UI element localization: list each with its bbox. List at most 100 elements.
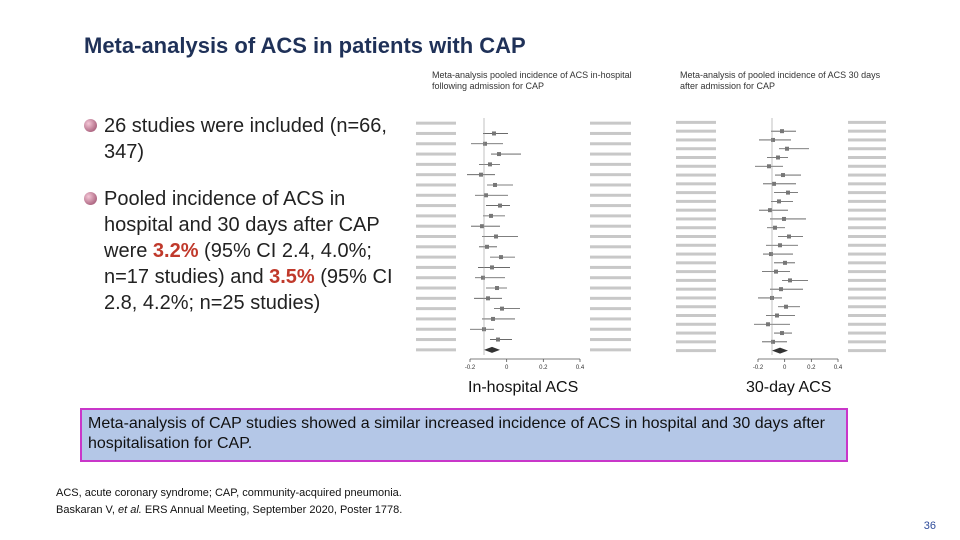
study-box	[488, 162, 492, 167]
study-box	[491, 316, 495, 321]
study-box	[784, 304, 788, 309]
row-text-placeholder	[416, 224, 456, 228]
study-box	[773, 225, 777, 230]
axis-tick-label: -0.2	[753, 365, 764, 371]
row-text-placeholder	[848, 349, 886, 353]
row-text-placeholder	[590, 235, 631, 238]
row-text-placeholder	[848, 120, 886, 124]
row-text-placeholder	[676, 296, 716, 300]
axis-tick-label: 0.4	[576, 365, 585, 371]
row-text-placeholder	[590, 131, 631, 135]
study-box	[485, 244, 489, 249]
axis-tick-label: -0.2	[465, 365, 476, 371]
study-box	[772, 181, 776, 186]
plot-label: In-hospital ACS	[468, 379, 579, 396]
plot-label: 30-day ACS	[746, 379, 832, 396]
bullet-text: 26 studies were included (n=66, 347)	[104, 115, 387, 163]
axis-tick-label: 0	[505, 365, 509, 371]
row-text-placeholder	[590, 121, 631, 125]
row-text-placeholder	[848, 305, 886, 309]
row-text-placeholder	[676, 305, 716, 309]
study-box	[788, 278, 792, 283]
row-text-placeholder	[590, 255, 631, 259]
study-box	[780, 331, 784, 336]
row-text-placeholder	[676, 235, 716, 238]
row-text-placeholder	[676, 164, 716, 168]
row-text-placeholder	[848, 173, 886, 177]
row-text-placeholder	[416, 235, 456, 238]
row-text-placeholder	[416, 121, 456, 125]
bullet: 26 studies were included (n=66, 347)	[84, 113, 394, 165]
row-text-placeholder	[590, 245, 631, 249]
axis-tick-label: 0.2	[807, 365, 816, 371]
study-box	[769, 252, 773, 257]
slide-title: Meta-analysis of ACS in patients with CA…	[84, 33, 526, 58]
row-text-placeholder	[416, 327, 456, 331]
row-text-placeholder	[416, 296, 456, 300]
row-text-placeholder	[590, 214, 631, 218]
study-box	[766, 322, 770, 327]
study-box	[768, 208, 772, 213]
study-box	[497, 152, 501, 157]
row-text-placeholder	[416, 348, 456, 352]
row-text-placeholder	[676, 261, 716, 265]
study-box	[778, 243, 782, 248]
row-text-placeholder	[416, 265, 456, 269]
row-text-placeholder	[416, 131, 456, 135]
row-text-placeholder	[590, 142, 631, 146]
axis-tick-label: 0.2	[539, 365, 548, 371]
study-box	[774, 269, 778, 274]
row-text-placeholder	[416, 338, 456, 342]
row-text-placeholder	[590, 162, 631, 166]
row-text-placeholder	[416, 286, 456, 290]
study-box	[489, 213, 493, 218]
row-text-placeholder	[676, 120, 716, 124]
study-box	[786, 190, 790, 195]
forest-plots: -0.2 0 0.2 0.4 -0.2 0 0.2 0.4	[416, 118, 886, 371]
row-text-placeholder	[676, 252, 716, 256]
study-box	[480, 224, 484, 229]
study-box	[779, 287, 783, 292]
row-text-placeholder	[676, 349, 716, 353]
row-text-placeholder	[848, 164, 886, 168]
row-text-placeholder	[676, 270, 716, 274]
row-text-placeholder	[848, 314, 886, 317]
bullet-text: (95% CI 2.8, 4.2%; n=25 studies)	[104, 266, 393, 314]
row-text-placeholder	[848, 296, 886, 300]
row-text-placeholder	[848, 235, 886, 238]
row-text-placeholder	[676, 243, 716, 247]
row-text-placeholder	[676, 314, 716, 317]
study-box	[782, 216, 786, 221]
row-text-placeholder	[590, 317, 631, 321]
row-text-placeholder	[590, 183, 631, 187]
study-box	[771, 137, 775, 142]
row-text-placeholder	[416, 214, 456, 218]
row-text-placeholder	[416, 255, 456, 259]
row-text-placeholder	[676, 147, 716, 151]
row-text-placeholder	[676, 322, 716, 326]
bullet-dot	[84, 119, 97, 132]
row-text-placeholder	[676, 208, 716, 212]
conclusion-text: Meta-analysis of CAP studies showed a si…	[88, 415, 825, 452]
row-text-placeholder	[416, 173, 456, 177]
row-text-placeholder	[416, 183, 456, 187]
row-text-placeholder	[848, 156, 886, 159]
row-text-placeholder	[590, 265, 631, 269]
row-text-placeholder	[848, 147, 886, 151]
bullet-text: Pooled incidence of ACS in hospital and …	[104, 188, 380, 262]
footnote: ACS, acute coronary syndrome; CAP, commu…	[56, 487, 402, 499]
axis-tick-label: 0	[783, 365, 787, 371]
row-text-placeholder	[590, 327, 631, 331]
row-text-placeholder	[416, 245, 456, 249]
row-text-placeholder	[416, 162, 456, 166]
study-box	[486, 296, 490, 301]
row-text-placeholder	[848, 331, 886, 335]
study-box	[496, 337, 500, 342]
study-box	[492, 131, 496, 136]
bullet-text: (95% CI 2.4, 4.0%; n=17 studies) and	[104, 240, 372, 288]
study-box	[494, 234, 498, 239]
row-text-placeholder	[590, 193, 631, 197]
study-box	[777, 199, 781, 204]
bullet: Pooled incidence of ACS in hospital and …	[84, 186, 394, 316]
